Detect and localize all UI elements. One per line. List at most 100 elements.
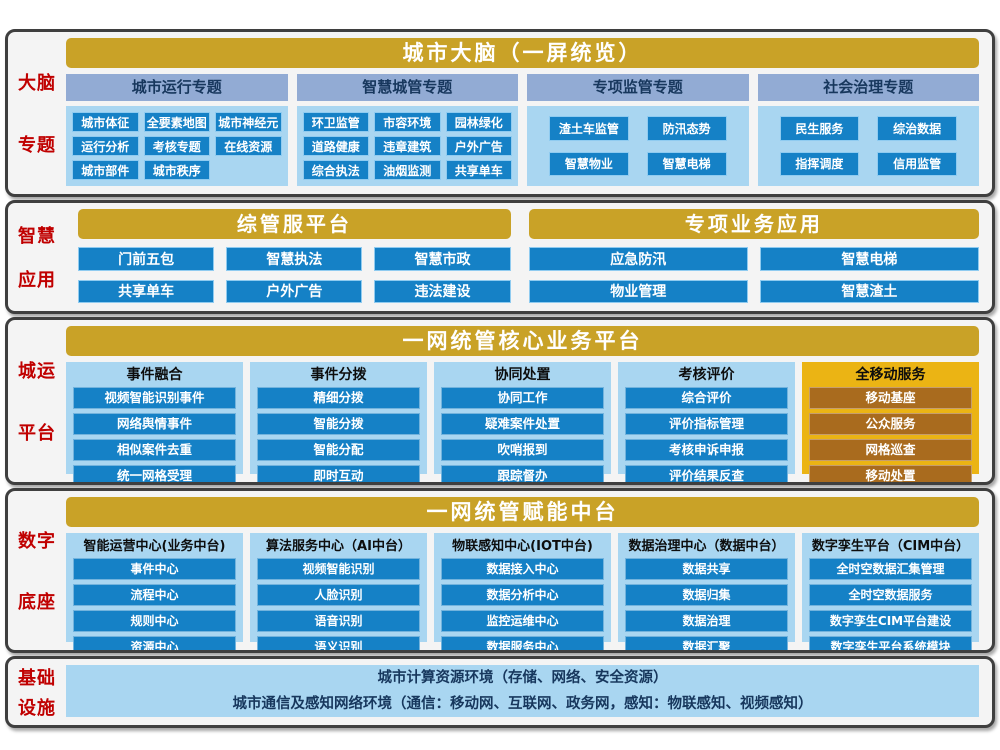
column-panel: 智能运营中心(业务中台) 事件中心 流程中心 规则中心 资源中心	[66, 533, 243, 650]
topic-tile: 市容环境	[374, 112, 441, 132]
column-item: 规则中心	[73, 610, 236, 632]
column-item: 协同工作	[441, 387, 604, 409]
column-title: 考核评价	[678, 367, 735, 383]
app-tile: 智慧市政	[374, 247, 511, 271]
section-side-label: 基础 设施	[8, 659, 66, 725]
column-title: 协同处置	[494, 367, 551, 383]
topic-groups-row: 城市运行专题城市体征 全要素地图 城市神经元 运行分析 考核专题 在线资源 城市部件 城市秩序…	[66, 74, 979, 186]
topic-tile: 防汛态势	[646, 116, 727, 141]
column-item: 监控运维中心	[441, 610, 604, 632]
column-item: 语音识别	[257, 610, 420, 632]
column-item: 全时空数据汇集管理	[809, 558, 972, 580]
section-side-label-line: 城运	[18, 360, 56, 382]
column-item: 统一网格受理	[73, 465, 236, 482]
columns-row: 智能运营中心(业务中台) 事件中心 流程中心 规则中心 资源中心 算法服务中心（AI中台）…	[66, 533, 979, 650]
topic-tile: 综治数据	[877, 116, 957, 141]
topic-group-panel: 环卫监管 市容环境 园林绿化 道路健康 违章建筑 户外广告 综合执法 油烟监测 共享单车	[296, 106, 518, 186]
app-block: 综管服平台 门前五包 智慧执法 智慧市政 共享单车 户外广告 违法建设	[78, 209, 511, 303]
topic-tile: 户外广告	[445, 136, 512, 156]
topic-group: 城市运行专题城市体征 全要素地图 城市神经元 运行分析 考核专题 在线资源 城市部件 城市秩序	[66, 74, 288, 186]
topic-group: 社会治理专题民生服务 综治数据 指挥调度 信用监管	[757, 74, 979, 186]
column-item: 数据共享	[625, 558, 788, 580]
column-item: 资源中心	[73, 636, 236, 650]
column-title: 事件融合	[126, 367, 183, 383]
column-item: 综合评价	[625, 387, 788, 409]
column-item: 评价结果反查	[625, 465, 788, 482]
column-item: 移动处置	[809, 465, 972, 482]
app-tile: 智慧电梯	[759, 247, 979, 271]
topic-tile: 运行分析	[72, 136, 139, 156]
app-tile: 户外广告	[226, 279, 363, 303]
column-item: 公众服务	[809, 413, 972, 435]
section-body: 综管服平台 门前五包 智慧执法 智慧市政 共享单车 户外广告 违法建设 专项业务应用 应急防汛智…	[66, 203, 992, 311]
section-side-label-line: 应用	[18, 270, 56, 292]
column-item: 全时空数据服务	[809, 584, 972, 606]
infra-bars: 城市计算资源环境（存储、网络、安全资源） 城市通信及感知网络环境（通信：移动网、互…	[66, 665, 979, 717]
topic-tile: 共享单车	[445, 160, 512, 180]
column-item: 移动基座	[809, 387, 972, 409]
section-side-label-line: 底座	[18, 592, 56, 614]
column-item: 吹哨报到	[441, 439, 604, 461]
section-brain: 大脑 专题 城市大脑（一屏统览） 城市运行专题 城市体征 全要素地图 城市神经元 运行分析 考核…	[5, 29, 995, 197]
section-body: 城市大脑（一屏统览） 城市运行专题 城市体征 全要素地图 城市神经元 运行分析 考核专题 在线…	[66, 32, 992, 194]
topic-group-title: 城市运行专题	[66, 74, 288, 101]
column-item: 评价指标管理	[625, 413, 788, 435]
topic-tile: 园林绿化	[445, 112, 512, 132]
topic-tile: 信用监管	[877, 151, 957, 176]
column-item: 跟踪督办	[441, 465, 604, 482]
section-body: 城市计算资源环境（存储、网络、安全资源） 城市通信及感知网络环境（通信：移动网、互…	[66, 659, 992, 725]
topic-tile: 道路健康	[302, 136, 369, 156]
section-side-label: 智慧 应用	[8, 203, 66, 311]
topic-group-title: 社会治理专题	[757, 74, 979, 101]
topic-group-panel: 城市体征 全要素地图 城市神经元 运行分析 考核专题 在线资源 城市部件 城市秩序	[66, 106, 288, 186]
topic-tile: 违章建筑	[374, 136, 441, 156]
app-grid: 应急防汛 智慧电梯 物业管理 智慧渣土	[528, 247, 979, 303]
column-item: 数字孪生CIM平台建设	[809, 610, 972, 632]
topic-tile: 民生服务	[779, 116, 860, 141]
column-item: 数据服务中心	[441, 636, 604, 650]
section-side-label: 大脑 专题	[8, 32, 66, 194]
app-tile: 智慧渣土	[759, 279, 979, 303]
section-side-label-line: 设施	[18, 698, 56, 720]
section-infra: 基础 设施 城市计算资源环境（存储、网络、安全资源） 城市通信及感知网络环境（通信：移…	[5, 656, 995, 728]
topic-tile: 智慧物业	[549, 151, 629, 176]
column-item: 人脸识别	[257, 584, 420, 606]
column-item: 相似案件去重	[73, 439, 236, 461]
column-item: 网络舆情事件	[73, 413, 236, 435]
app-tile: 门前五包	[78, 247, 215, 271]
app-tile: 物业管理	[528, 279, 748, 303]
column-panel: 数字孪生平台（CIM中台） 全时空数据汇集管理 全时空数据服务 数字孪生CIM平台建设…	[802, 533, 979, 650]
column-panel: 协同处置协同工作疑难案件处置吹哨报到跟踪督办......	[434, 362, 611, 482]
topic-tile: 考核专题	[143, 136, 210, 156]
column-item: 数据治理	[625, 610, 788, 632]
infra-bar: 城市计算资源环境（存储、网络、安全资源）	[66, 665, 979, 691]
topic-tile: 渣土车监管	[549, 116, 629, 141]
topic-tile: 综合执法	[302, 160, 369, 180]
column-title: 事件分拨	[310, 367, 367, 383]
app-tile: 违法建设	[374, 279, 511, 303]
column-item: 即时互动	[257, 465, 420, 482]
column-title: 算法服务中心（AI中台）	[266, 539, 411, 554]
app-tile: 共享单车	[78, 279, 215, 303]
column-item: 数字孪生平台系统模块	[809, 636, 972, 650]
topic-tile: 智慧电梯	[646, 151, 727, 176]
column-panel: 物联感知中心(IOT中台) 数据接入中心 数据分析中心 监控运维中心 数据服务中心	[434, 533, 611, 650]
section-side-label-line: 平台	[18, 423, 56, 445]
topic-tile: 指挥调度	[779, 151, 860, 176]
topic-group-panel: 渣土车监管 防汛态势 智慧物业 智慧电梯	[527, 106, 749, 186]
column-title: 数字孪生平台（CIM中台）	[811, 539, 970, 554]
section-side-label-line: 专题	[18, 135, 56, 157]
column-title: 数据治理中心（数据中台）	[628, 539, 785, 554]
column-title: 智能运营中心(业务中台)	[83, 539, 226, 554]
infra-bar: 城市通信及感知网络环境（通信：移动网、互联网、政务网，感知：物联感知、视频感知）	[66, 691, 979, 717]
column-item: 网格巡查	[809, 439, 972, 461]
app-block-banner: 综管服平台	[78, 209, 511, 239]
topic-group: 智慧城管专题 环卫监管 市容环境 园林绿化 道路健康 违章建筑 户外广告 综合执法 油烟监测 共享…	[296, 74, 518, 186]
topic-group-title: 专项监管专题	[527, 74, 749, 101]
column-panel: 数据治理中心（数据中台） 数据共享 数据归集 数据治理 数据汇聚	[618, 533, 795, 650]
section-side-label: 数字 底座	[8, 491, 66, 650]
column-panel: 事件分拨精细分拨智能分拨智能分配即时互动......	[250, 362, 427, 482]
column-item: 语义识别	[257, 636, 420, 650]
column-item: 数据分析中心	[441, 584, 604, 606]
topic-tile: 油烟监测	[374, 160, 441, 180]
